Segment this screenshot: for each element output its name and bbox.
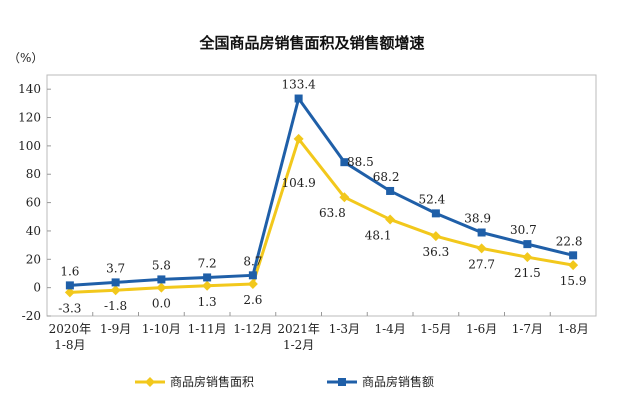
data-label: 15.9 (560, 274, 587, 288)
y-tick-label: 80 (26, 167, 41, 181)
data-point (203, 273, 212, 282)
y-tick-label: -20 (22, 309, 41, 323)
data-label: 7.2 (198, 256, 217, 270)
data-point (385, 214, 396, 225)
data-point (65, 281, 74, 290)
legend-marker (338, 378, 346, 386)
data-label: 63.8 (319, 206, 346, 220)
data-label: -1.8 (104, 299, 127, 313)
data-label: 8.7 (243, 254, 262, 268)
data-point (248, 271, 257, 280)
x-tick-label: 1-4月 (374, 322, 405, 336)
data-label: 48.1 (365, 228, 392, 242)
data-point (64, 287, 75, 298)
data-label: 0.0 (152, 297, 171, 311)
data-point (522, 252, 533, 263)
data-label: 1.3 (198, 295, 217, 309)
y-tick-label: 20 (26, 252, 41, 266)
legend-label: 商品房销售额 (362, 374, 434, 389)
x-tick-label: 1-2月 (283, 338, 314, 352)
x-tick-label: 1-12月 (233, 322, 272, 336)
data-label: 52.4 (419, 192, 446, 206)
x-tick-label: 1-7月 (512, 322, 543, 336)
data-label: 5.8 (152, 258, 171, 272)
legend-label: 商品房销售面积 (170, 374, 254, 389)
x-tick-label: 1-9月 (100, 322, 131, 336)
data-label: 133.4 (281, 78, 316, 92)
data-point (202, 280, 213, 291)
x-tick-label: 1-3月 (329, 322, 360, 336)
y-tick-label: 140 (18, 82, 41, 96)
y-tick-label: 40 (26, 224, 41, 238)
data-point (477, 228, 486, 237)
x-tick-label: 2020年 (49, 322, 92, 336)
x-tick-label: 1-8月 (54, 338, 85, 352)
data-label: 104.9 (281, 176, 315, 190)
data-point (476, 243, 487, 254)
data-point (340, 158, 349, 167)
data-label: 36.3 (423, 245, 450, 259)
data-label: 38.9 (464, 212, 491, 226)
data-point (157, 275, 166, 284)
series-line-2 (69, 97, 574, 287)
y-axis-unit: （%） (8, 51, 43, 65)
x-tick-label: 1-5月 (420, 322, 451, 336)
data-label: 68.2 (373, 170, 400, 184)
data-label: 22.8 (556, 234, 583, 248)
data-point (247, 278, 258, 289)
data-label: 88.5 (347, 155, 374, 169)
y-tick-label: 120 (18, 111, 41, 125)
data-label: 1.6 (60, 264, 79, 278)
data-point (386, 186, 395, 195)
data-label: 3.7 (106, 261, 125, 275)
x-tick-label: 1-8月 (557, 322, 588, 336)
data-point (293, 133, 304, 144)
legend-marker (145, 377, 155, 387)
data-label: 21.5 (514, 266, 541, 280)
data-point (294, 94, 303, 103)
data-point (111, 278, 120, 287)
x-tick-label: 1-10月 (142, 322, 181, 336)
data-point (339, 192, 350, 203)
x-tick-label: 2021年 (277, 322, 320, 336)
data-point (568, 260, 579, 271)
y-tick-label: 100 (18, 139, 41, 153)
y-tick-label: 60 (26, 196, 41, 210)
data-point (523, 240, 532, 249)
x-tick-label: 1-11月 (188, 322, 227, 336)
data-point (430, 231, 441, 242)
data-label: 27.7 (468, 257, 495, 271)
y-tick-label: 0 (33, 281, 41, 295)
data-label: 30.7 (510, 223, 537, 237)
data-point (110, 285, 121, 296)
series-line-1 (69, 137, 574, 294)
data-point (569, 251, 578, 260)
data-label: 2.6 (243, 293, 262, 307)
data-label: -3.3 (58, 301, 81, 315)
data-point (431, 209, 440, 218)
chart-title: 全国商品房销售面积及销售额增速 (198, 34, 424, 52)
data-point (156, 282, 167, 293)
x-tick-label: 1-6月 (466, 322, 497, 336)
